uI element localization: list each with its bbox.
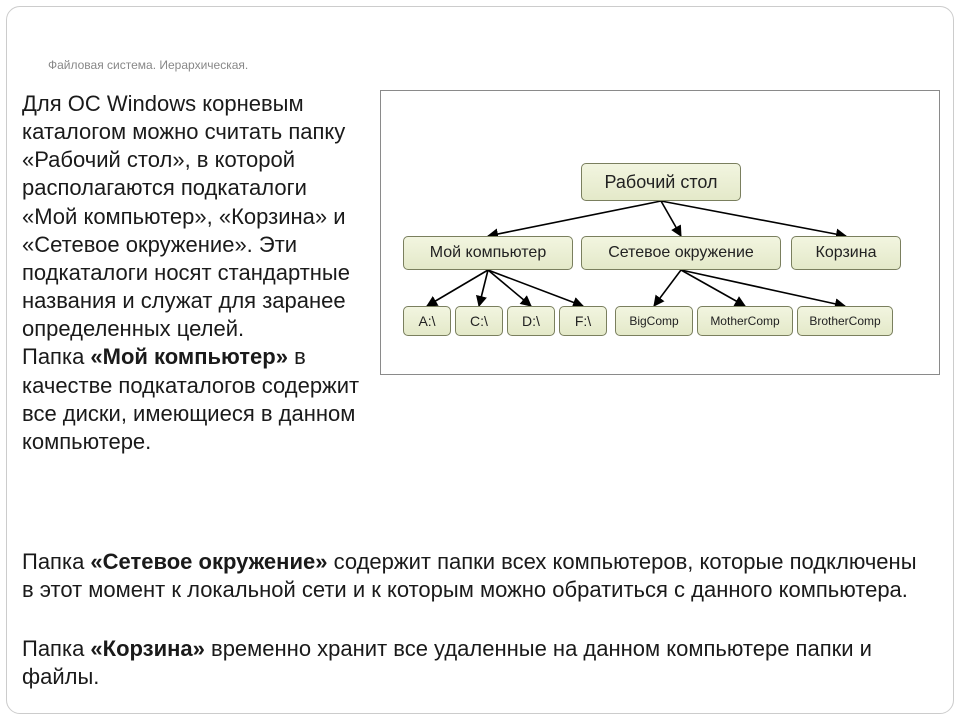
node-a: A:\ [403, 306, 451, 336]
edge-net-bro [681, 270, 845, 306]
p1-text-a: Для ОС Windows корневым каталогом можно … [22, 91, 350, 341]
node-root: Рабочий стол [581, 163, 741, 201]
paragraph-3: Папка «Корзина» временно хранит все удал… [22, 635, 932, 691]
node-net: Сетевое окружение [581, 236, 781, 270]
node-d: D:\ [507, 306, 555, 336]
edge-mycomp-c [479, 270, 488, 306]
node-c: C:\ [455, 306, 503, 336]
p1-text-b-pre: Папка [22, 344, 90, 369]
node-mycomp: Мой компьютер [403, 236, 573, 270]
p3-pre: Папка [22, 636, 90, 661]
edge-root-trash [661, 201, 846, 236]
p1-text-b-bold: «Мой компьютер» [90, 344, 288, 369]
edge-net-big [654, 270, 681, 306]
p2-pre: Папка [22, 549, 90, 574]
node-big: BigComp [615, 306, 693, 336]
edge-root-mycomp [488, 201, 661, 236]
p2-bold: «Сетевое окружение» [90, 549, 327, 574]
edge-mycomp-f [488, 270, 583, 306]
node-bro: BrotherComp [797, 306, 893, 336]
hierarchy-diagram: Рабочий стол Мой компьютерСетевое окружен… [380, 90, 940, 375]
edge-mycomp-d [488, 270, 531, 306]
node-trash: Корзина [791, 236, 901, 270]
node-f: F:\ [559, 306, 607, 336]
edge-root-net [661, 201, 681, 236]
edge-mycomp-a [427, 270, 488, 306]
edge-net-moth [681, 270, 745, 306]
node-moth: MotherComp [697, 306, 793, 336]
paragraph-1: Для ОС Windows корневым каталогом можно … [22, 90, 367, 456]
paragraph-2: Папка «Сетевое окружение» содержит папки… [22, 548, 932, 604]
p3-bold: «Корзина» [90, 636, 204, 661]
slide-title: Файловая система. Иерархическая. [48, 58, 248, 72]
